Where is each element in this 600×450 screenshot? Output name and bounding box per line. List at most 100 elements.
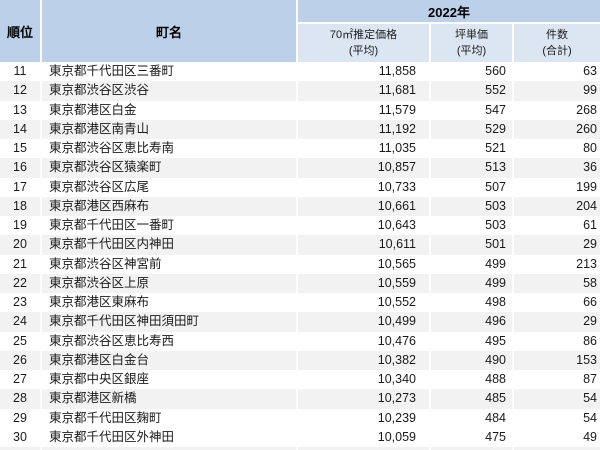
price-cell: 10,733 [298,177,429,197]
town-cell: 東京都渋谷区上原 [42,273,296,293]
rank-cell: 22 [0,273,40,293]
price-cell: 10,857 [298,158,429,178]
price-cell: 10,382 [298,350,429,370]
bottom-row-sliver [0,447,600,450]
rank-cell: 14 [0,119,40,139]
table-row: 25 東京都渋谷区恵比寿西 10,476 495 86 [0,331,600,351]
table-row: 13 東京都港区白金 11,579 547 268 [0,100,600,120]
table-row: 16 東京都渋谷区猿楽町 10,857 513 36 [0,158,600,178]
price-cell: 10,340 [298,370,429,390]
town-cell: 東京都港区白金台 [42,350,296,370]
rank-cell: 13 [0,100,40,120]
tsubo-cell: 529 [431,119,512,139]
town-cell: 東京都千代田区一番町 [42,216,296,236]
table-body: 11 東京都千代田区三番町 11,858 560 63 12 東京都渋谷区渋谷 … [0,62,600,447]
price-cell: 11,192 [298,119,429,139]
rank-cell: 25 [0,331,40,351]
count-cell: 63 [514,62,600,82]
header-price-line1: 70㎡推定価格 [329,29,398,41]
table-row: 20 東京都千代田区内神田 10,611 501 29 [0,235,600,255]
tsubo-cell: 503 [431,196,512,216]
town-cell: 東京都渋谷区神宮前 [42,254,296,274]
town-cell: 東京都港区白金 [42,100,296,120]
header-rank: 順位 [0,0,40,62]
town-cell: 東京都渋谷区渋谷 [42,81,296,101]
header-town: 町名 [42,0,296,62]
rank-cell: 18 [0,196,40,216]
count-cell: 66 [514,293,600,313]
count-cell: 36 [514,158,600,178]
table-row: 26 東京都港区白金台 10,382 490 153 [0,350,600,370]
rank-cell: 27 [0,370,40,390]
rank-cell: 17 [0,177,40,197]
header-count-total: 件数 (合計) [514,24,600,62]
tsubo-cell: 485 [431,389,512,409]
count-cell: 29 [514,235,600,255]
price-cell: 10,611 [298,235,429,255]
rank-cell: 12 [0,81,40,101]
header-tsubo-avg: 坪単価 (平均) [431,24,512,62]
count-cell: 58 [514,273,600,293]
tsubo-cell: 488 [431,370,512,390]
table-row: 14 東京都港区南青山 11,192 529 260 [0,119,600,139]
table-row: 30 東京都千代田区外神田 10,059 475 49 [0,427,600,447]
rank-cell: 29 [0,408,40,428]
rank-cell: 16 [0,158,40,178]
header-count-line2: (合計) [542,45,572,57]
tsubo-cell: 507 [431,177,512,197]
rank-cell: 30 [0,427,40,447]
town-cell: 東京都港区南青山 [42,119,296,139]
tsubo-cell: 552 [431,81,512,101]
price-cell: 11,579 [298,100,429,120]
tsubo-cell: 503 [431,216,512,236]
price-cell: 11,858 [298,62,429,82]
table-row: 24 東京都千代田区神田須田町 10,499 496 29 [0,312,600,332]
price-cell: 10,273 [298,389,429,409]
table-header: 順位 町名 2022年 70㎡推定価格 (平均) 坪単価 (平均) 件数 (合計… [0,0,600,62]
town-cell: 東京都千代田区外神田 [42,427,296,447]
town-cell: 東京都渋谷区恵比寿西 [42,331,296,351]
table-row: 29 東京都千代田区麹町 10,239 484 54 [0,408,600,428]
count-cell: 268 [514,100,600,120]
table-row: 11 東京都千代田区三番町 11,858 560 63 [0,62,600,82]
tsubo-cell: 490 [431,350,512,370]
table-row: 18 東京都港区西麻布 10,661 503 204 [0,196,600,216]
rank-cell: 20 [0,235,40,255]
rank-cell: 28 [0,389,40,409]
tsubo-cell: 547 [431,100,512,120]
table-row: 17 東京都渋谷区広尾 10,733 507 199 [0,177,600,197]
town-cell: 東京都千代田区神田須田町 [42,312,296,332]
count-cell: 54 [514,408,600,428]
count-cell: 61 [514,216,600,236]
town-cell: 東京都千代田区内神田 [42,235,296,255]
table-row: 27 東京都中央区銀座 10,340 488 87 [0,370,600,390]
price-cell: 10,059 [298,427,429,447]
tsubo-cell: 498 [431,293,512,313]
count-cell: 213 [514,254,600,274]
table-row: 15 東京都渋谷区恵比寿南 11,035 521 80 [0,139,600,159]
count-cell: 80 [514,139,600,159]
price-cell: 10,661 [298,196,429,216]
rank-cell: 19 [0,216,40,236]
town-cell: 東京都港区西麻布 [42,196,296,216]
header-price-avg: 70㎡推定価格 (平均) [298,24,429,62]
table-row: 28 東京都港区新橋 10,273 485 54 [0,389,600,409]
price-cell: 11,035 [298,139,429,159]
count-cell: 99 [514,81,600,101]
price-cell: 10,559 [298,273,429,293]
rank-cell: 21 [0,254,40,274]
tsubo-cell: 499 [431,254,512,274]
tsubo-cell: 496 [431,312,512,332]
price-cell: 10,476 [298,331,429,351]
town-cell: 東京都渋谷区猿楽町 [42,158,296,178]
price-cell: 10,643 [298,216,429,236]
rank-cell: 15 [0,139,40,159]
count-cell: 260 [514,119,600,139]
town-cell: 東京都渋谷区恵比寿南 [42,139,296,159]
tsubo-cell: 521 [431,139,512,159]
header-tsubo-line2: (平均) [456,45,487,57]
count-cell: 199 [514,177,600,197]
tsubo-cell: 513 [431,158,512,178]
tsubo-cell: 495 [431,331,512,351]
